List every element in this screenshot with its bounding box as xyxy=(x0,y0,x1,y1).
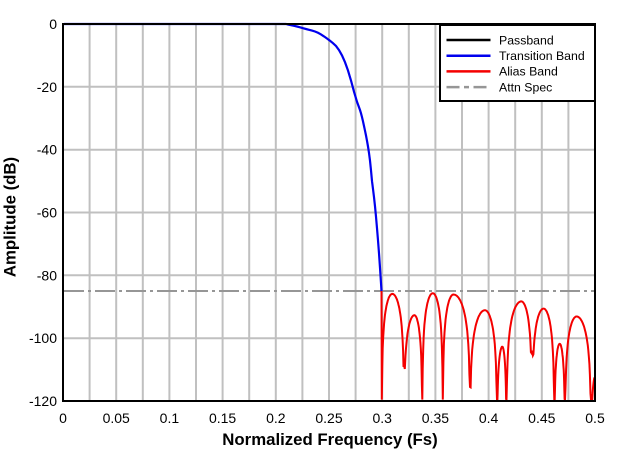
svg-text:-40: -40 xyxy=(37,142,57,158)
svg-text:-120: -120 xyxy=(29,393,57,409)
svg-text:-100: -100 xyxy=(29,330,57,346)
svg-text:0.1: 0.1 xyxy=(160,410,180,426)
svg-text:-80: -80 xyxy=(37,267,57,283)
svg-text:0.3: 0.3 xyxy=(372,410,392,426)
svg-text:Passband: Passband xyxy=(499,33,554,47)
svg-text:0.05: 0.05 xyxy=(103,410,130,426)
svg-text:0.2: 0.2 xyxy=(266,410,286,426)
svg-text:0.45: 0.45 xyxy=(528,410,555,426)
svg-text:0.25: 0.25 xyxy=(315,410,342,426)
svg-text:0.35: 0.35 xyxy=(422,410,449,426)
svg-text:Normalized Frequency (Fs): Normalized Frequency (Fs) xyxy=(222,430,437,449)
svg-text:0.5: 0.5 xyxy=(585,410,605,426)
svg-text:-20: -20 xyxy=(37,79,57,95)
svg-text:0.4: 0.4 xyxy=(479,410,499,426)
svg-text:Transition Band: Transition Band xyxy=(499,49,585,63)
svg-text:Alias Band: Alias Band xyxy=(499,65,558,79)
svg-text:Attn Spec: Attn Spec xyxy=(499,80,552,94)
svg-text:0.15: 0.15 xyxy=(209,410,236,426)
svg-text:0: 0 xyxy=(59,410,67,426)
svg-text:0: 0 xyxy=(49,16,57,32)
svg-text:-60: -60 xyxy=(37,205,57,221)
svg-text:Amplitude (dB): Amplitude (dB) xyxy=(1,157,20,277)
